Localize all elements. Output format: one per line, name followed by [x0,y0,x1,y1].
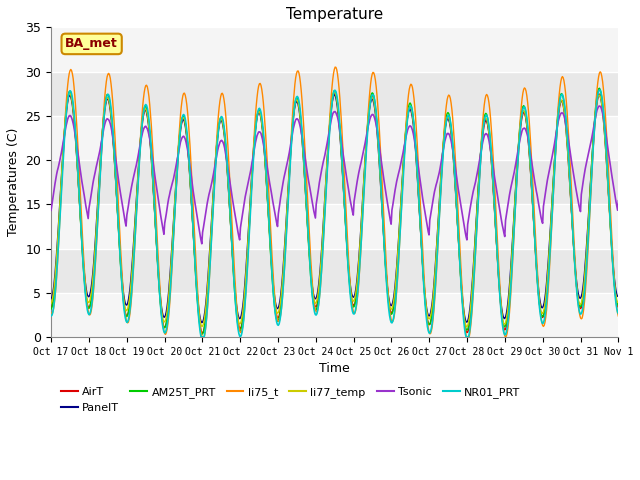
Text: BA_met: BA_met [65,37,118,50]
Bar [51,160,618,204]
Bar [51,249,618,293]
Legend: AirT, PanelT, AM25T_PRT, li75_t, li77_temp, Tsonic, NR01_PRT: AirT, PanelT, AM25T_PRT, li75_t, li77_te… [57,383,525,417]
Bar [51,293,618,337]
X-axis label: Time: Time [319,362,350,375]
Bar [51,204,618,249]
Bar [51,116,618,160]
Bar [51,72,618,116]
Title: Temperature: Temperature [286,7,383,22]
Bar [51,27,618,72]
Y-axis label: Temperatures (C): Temperatures (C) [7,128,20,236]
